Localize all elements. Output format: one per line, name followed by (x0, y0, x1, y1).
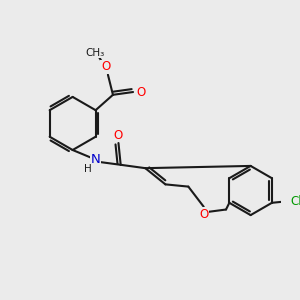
Text: CH₃: CH₃ (86, 48, 105, 58)
Text: O: O (101, 60, 110, 74)
Text: H: H (84, 164, 92, 174)
Text: Cl: Cl (290, 195, 300, 208)
Text: N: N (91, 153, 100, 166)
Text: O: O (114, 129, 123, 142)
Text: O: O (136, 85, 146, 98)
Text: O: O (200, 208, 209, 221)
